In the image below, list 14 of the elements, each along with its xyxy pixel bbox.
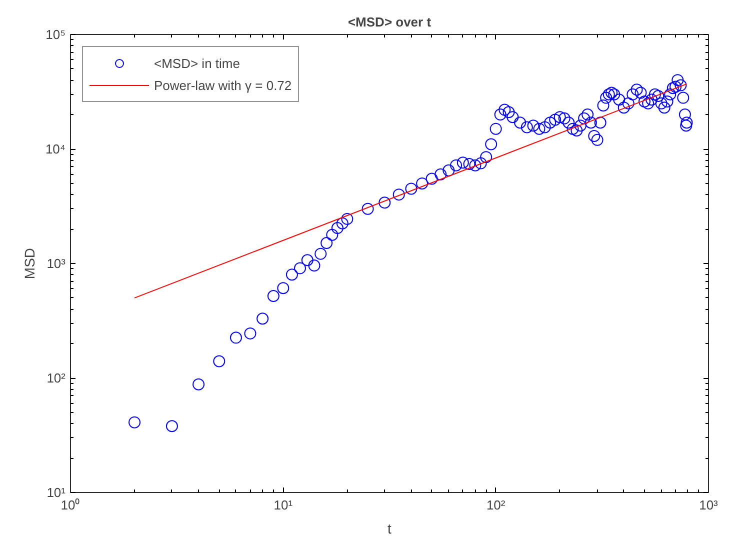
chart-title: <MSD> over t (348, 14, 432, 30)
x-tick-label: 10¹ (274, 498, 294, 512)
x-tick-label: 10² (486, 498, 506, 512)
legend-label: <MSD> in time (154, 56, 240, 70)
y-tick-label: 10⁴ (45, 142, 66, 156)
x-axis-title: t (388, 520, 392, 536)
y-tick-label: 10³ (46, 256, 66, 271)
y-tick-label: 10⁵ (46, 27, 66, 42)
x-tick-label: 10⁰ (60, 498, 80, 512)
y-axis-title: MSD (21, 248, 38, 280)
y-tick-label: 10¹ (46, 485, 66, 500)
legend-label: Power-law with γ = 0.72 (154, 78, 292, 92)
x-tick-label: 10³ (699, 498, 719, 512)
y-tick-label: 10² (46, 370, 66, 386)
